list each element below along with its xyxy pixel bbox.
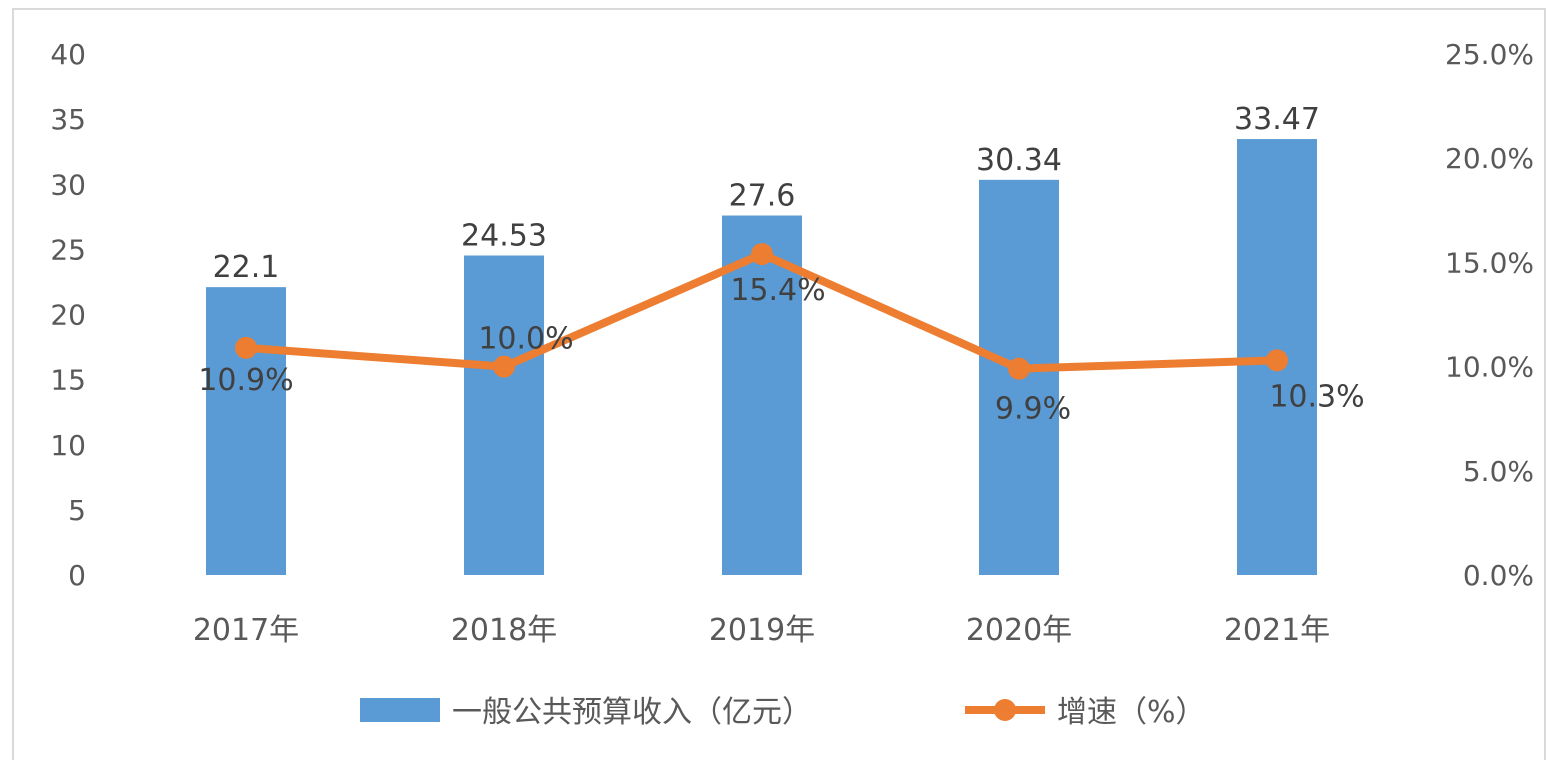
line-data-label: 10.0% [478,322,573,357]
left-tick-label: 30 [50,168,86,201]
category-label: 2021年 [1224,613,1330,648]
left-tick-label: 10 [50,429,86,462]
legend: 一般公共预算收入（亿元） 增速（%） [360,695,1206,730]
legend-bar-swatch [360,698,440,722]
right-tick-label: 20.0% [1445,142,1534,175]
left-tick-label: 35 [50,103,86,136]
bar [206,287,286,575]
bar-data-label: 27.6 [729,179,796,214]
legend-line-marker [994,699,1016,721]
line-marker [1008,357,1030,380]
bar-data-label: 22.1 [213,250,280,285]
right-tick-label: 0.0% [1463,559,1534,592]
line-data-label: 9.9% [995,392,1071,427]
bar-series: 22.1 24.53 27.6 30.34 33.47 [206,102,1320,575]
bar-data-label: 24.53 [461,218,547,253]
legend-line-label: 增速（%） [1057,695,1206,730]
left-axis: 0 5 10 15 20 25 30 35 40 [50,38,86,592]
right-tick-label: 10.0% [1445,351,1534,384]
x-axis: 2017年 2018年 2019年 2020年 2021年 [193,613,1330,648]
right-tick-label: 25.0% [1445,38,1534,71]
line-series: 10.9% 10.0% 15.4% 9.9% 10.3% [198,243,1365,427]
category-label: 2020年 [966,613,1072,648]
bar-data-label: 30.34 [976,143,1062,178]
left-tick-label: 15 [50,364,86,397]
left-tick-label: 40 [50,38,86,71]
line-marker [235,336,257,359]
line-data-label: 10.9% [198,363,293,398]
bar [464,255,544,575]
bar-data-label: 33.47 [1234,102,1320,137]
category-label: 2018年 [451,613,557,648]
bar [722,215,802,575]
right-axis: 0.0% 5.0% 10.0% 15.0% 20.0% 25.0% [1445,38,1534,592]
legend-bar-label: 一般公共预算收入（亿元） [452,695,812,730]
right-tick-label: 5.0% [1463,455,1534,488]
category-label: 2017年 [193,613,299,648]
left-tick-label: 5 [68,494,86,527]
right-tick-label: 15.0% [1445,246,1534,279]
left-tick-label: 0 [68,559,86,592]
line-marker [493,355,515,378]
line-marker [1266,349,1288,372]
category-label: 2019年 [709,613,815,648]
left-tick-label: 25 [50,233,86,266]
line-data-label: 15.4% [730,273,825,308]
line-data-label: 10.3% [1269,379,1364,414]
left-tick-label: 20 [50,299,86,332]
line-marker [751,243,773,266]
